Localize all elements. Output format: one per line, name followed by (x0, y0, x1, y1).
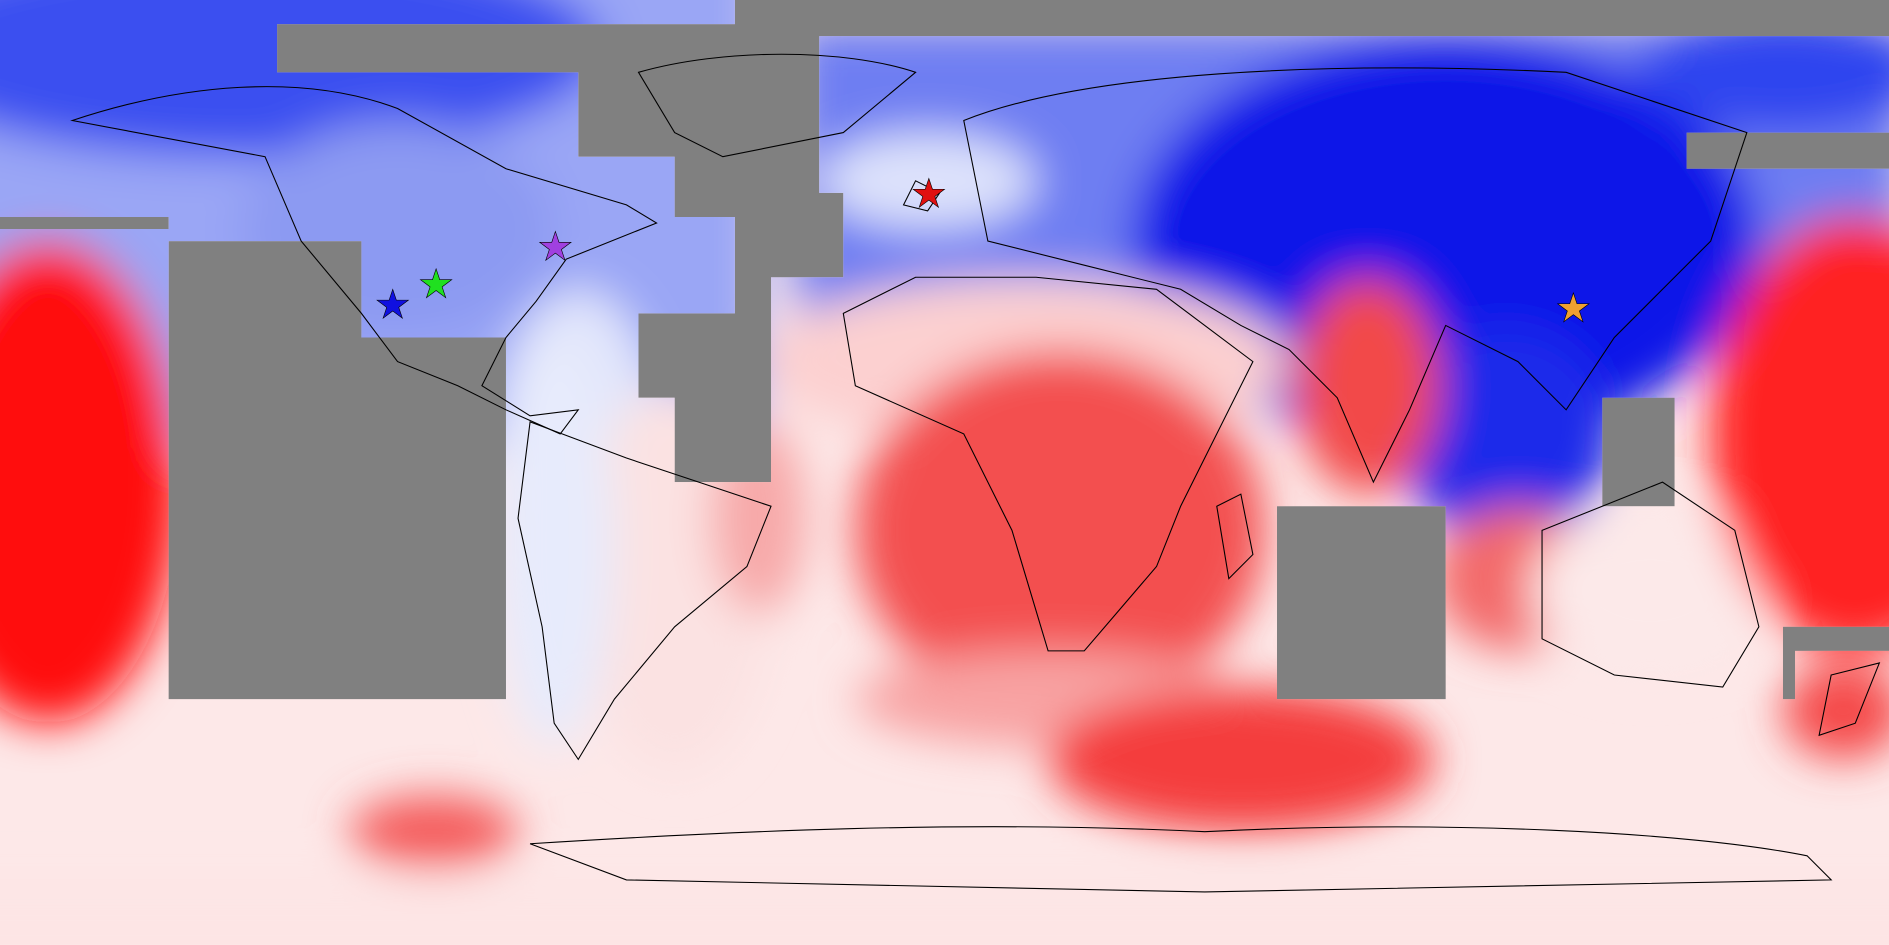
coastlines (70, 53, 1881, 893)
marker-star (1556, 291, 1590, 323)
marker-star (912, 177, 946, 209)
marker-star (419, 267, 453, 299)
marker-star (376, 288, 410, 320)
markers (376, 177, 1590, 323)
marker-star (538, 230, 572, 262)
